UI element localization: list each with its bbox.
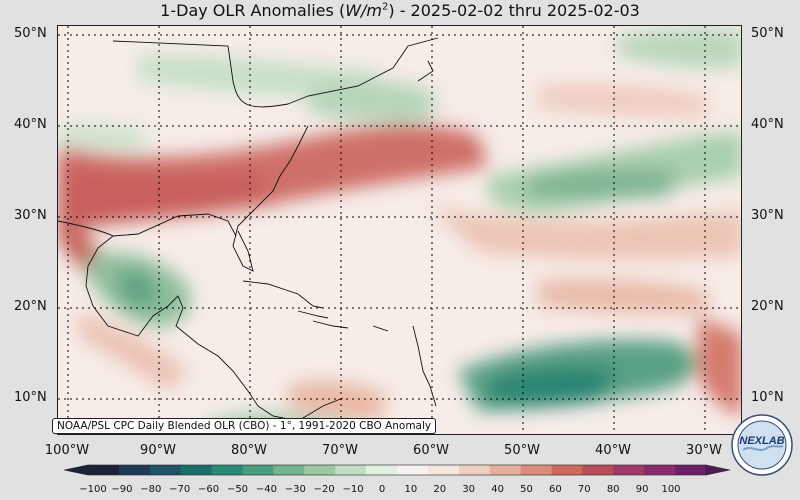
colorbar-segment: [489, 465, 522, 475]
colorbar: [63, 464, 731, 476]
colorbar-segment: [88, 465, 120, 475]
logo-lettering: NEXLAB: [739, 435, 784, 447]
colorbar-segment: [304, 465, 336, 475]
colorbar-segment: [551, 465, 583, 475]
colorbar-segment: [458, 465, 491, 475]
lon-label-70w: 70°W: [322, 443, 358, 458]
colorbar-tick-label: −10: [342, 484, 364, 495]
colorbar-tick-label: −100: [79, 484, 107, 495]
coastlines: [58, 37, 439, 422]
colorbar-tick-label: −60: [198, 484, 220, 495]
data-source-credit: NOAA/PSL CPC Daily Blended OLR (CBO) - 1…: [52, 418, 437, 434]
lon-label-40w: 40°W: [595, 443, 631, 458]
colorbar-tick-label: −50: [226, 484, 249, 495]
lon-label-30w: 30°W: [686, 443, 722, 458]
lat-label-50n-right: 50°N: [751, 26, 784, 41]
map-title: 1-Day OLR Anomalies (W/m2) - 2025-02-02 …: [160, 1, 640, 20]
colorbar-segment: [427, 465, 460, 475]
colorbar-tick-label: −80: [140, 484, 162, 495]
colorbar-tick-label: 60: [549, 484, 562, 495]
lat-label-30n-left: 30°N: [14, 208, 47, 223]
colorbar-tick-label: 40: [491, 484, 504, 495]
lon-label-90w: 90°W: [140, 443, 176, 458]
colorbar-segment: [335, 465, 367, 475]
colorbar-segment: [613, 465, 645, 475]
colorbar-tick-label: −30: [284, 484, 306, 495]
colorbar-tick-label: −40: [255, 484, 277, 495]
colorbar-tick-label: 100: [661, 484, 681, 495]
lat-label-50n-left: 50°N: [14, 26, 47, 41]
graticule: [58, 26, 741, 434]
colorbar-tick-label: −70: [169, 484, 191, 495]
lon-label-60w: 60°W: [413, 443, 449, 458]
nexlab-logo: NEXLAB: [731, 414, 793, 476]
colorbar-tick-label: 50: [520, 484, 533, 495]
lat-label-30n-right: 30°N: [751, 208, 784, 223]
olr-anomaly-map: [57, 25, 742, 435]
colorbar-segment: [211, 465, 243, 475]
colorbar-segment: [675, 465, 707, 475]
lat-label-20n-right: 20°N: [751, 299, 784, 314]
colorbar-arrow-max: [705, 464, 731, 476]
colorbar-tick-label: 10: [404, 484, 418, 495]
colorbar-tick-label: 30: [462, 484, 476, 495]
colorbar-tick-label: 20: [433, 484, 447, 495]
colorbar-segment: [582, 465, 614, 475]
colorbar-border: [87, 464, 707, 476]
colorbar-segment: [520, 465, 552, 475]
colorbar-segment: [118, 465, 151, 475]
lat-label-10n-right: 10°N: [751, 390, 784, 405]
colorbar-segment: [644, 465, 676, 475]
colorbar-tick-label: 0: [378, 484, 386, 495]
colorbar-segment: [180, 465, 213, 475]
colorbar-tick-label: 80: [606, 484, 620, 495]
colorbar-segment: [149, 465, 182, 475]
colorbar-tick-label: −20: [313, 484, 335, 495]
colorbar-segment: [273, 465, 305, 475]
lat-label-40n-left: 40°N: [14, 117, 47, 132]
colorbar-tick-label: −90: [111, 484, 133, 495]
lat-label-20n-left: 20°N: [14, 299, 47, 314]
colorbar-segment: [366, 465, 398, 475]
colorbar-tick-label: 70: [577, 484, 591, 495]
lat-label-10n-left: 10°N: [14, 390, 47, 405]
colorbar-segment: [397, 465, 429, 475]
lon-label-100w: 100°W: [44, 443, 90, 458]
colorbar-tick-label: 90: [635, 484, 649, 495]
anomaly-field: [58, 26, 741, 434]
lat-label-40n-right: 40°N: [751, 117, 784, 132]
lon-label-50w: 50°W: [504, 443, 540, 458]
colorbar-segment: [242, 465, 274, 475]
lon-label-80w: 80°W: [231, 443, 267, 458]
colorbar-arrow-min: [63, 464, 89, 476]
